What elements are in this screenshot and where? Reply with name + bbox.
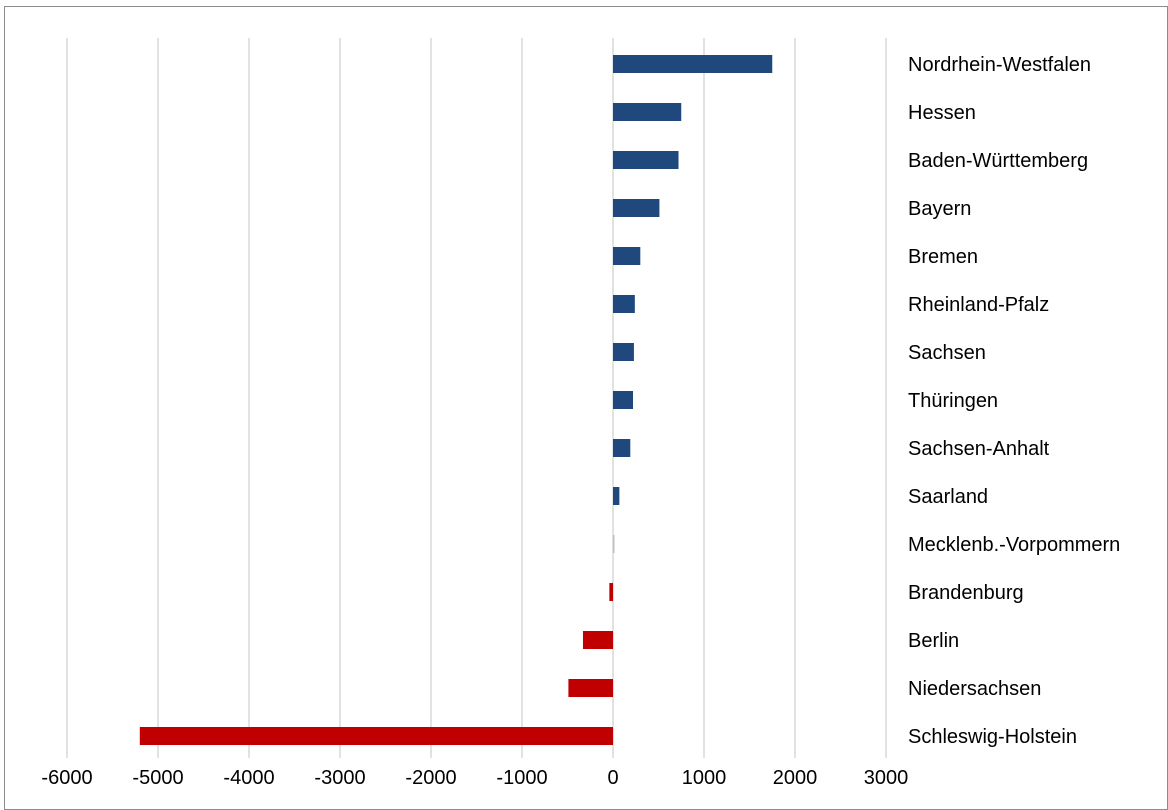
x-tick-label: 2000 — [773, 767, 818, 789]
category-label: Brandenburg — [908, 582, 1024, 604]
chart-frame — [4, 6, 1168, 810]
category-label: Schleswig-Holstein — [908, 726, 1077, 748]
category-label: Saarland — [908, 486, 988, 508]
gridlines — [66, 38, 887, 758]
bar-nordrhein-westfalen — [613, 55, 773, 73]
category-label: Sachsen-Anhalt — [908, 438, 1050, 460]
bar-bayern — [613, 199, 660, 217]
x-tick-label: -6000 — [41, 767, 92, 789]
bar-rheinland-pfalz — [613, 295, 635, 313]
x-tick-label: -2000 — [405, 767, 456, 789]
bar-berlin — [582, 631, 613, 649]
bars — [139, 55, 773, 745]
x-tick-label: 1000 — [682, 767, 727, 789]
bar-schleswig-holstein — [139, 727, 614, 745]
category-label: Sachsen — [908, 342, 986, 364]
bar-saarland — [613, 487, 620, 505]
x-tick-label: -4000 — [223, 767, 274, 789]
x-tick-label: 0 — [607, 767, 618, 789]
category-label: Mecklenb.-Vorpommern — [908, 534, 1120, 556]
bar-mecklenb-vorpommern — [613, 535, 615, 553]
x-tick-label: -5000 — [132, 767, 183, 789]
category-label: Nordrhein-Westfalen — [908, 54, 1091, 76]
category-label: Hessen — [908, 102, 976, 124]
bar-baden-württemberg — [613, 151, 679, 169]
bar-sachsen-anhalt — [613, 439, 631, 457]
category-label: Bremen — [908, 246, 978, 268]
x-tick-label: -1000 — [496, 767, 547, 789]
x-tick-label: -3000 — [314, 767, 365, 789]
category-label: Baden-Württemberg — [908, 150, 1088, 172]
x-tick-label: 3000 — [864, 767, 909, 789]
category-label: Thüringen — [908, 390, 998, 412]
bar-thüringen — [613, 391, 634, 409]
category-label: Bayern — [908, 198, 971, 220]
x-axis-tick-labels: -6000 -5000 -4000 -3000 -2000 -1000 0 1000 2000 3… — [41, 767, 908, 789]
category-labels: Nordrhein-Westfalen Hessen Baden-Württembe… — [908, 54, 1120, 748]
category-label: Rheinland-Pfalz — [908, 294, 1049, 316]
bar-hessen — [613, 103, 682, 121]
bar-bremen — [613, 247, 641, 265]
bar-niedersachsen — [568, 679, 613, 697]
bar-brandenburg — [609, 583, 613, 601]
category-label: Berlin — [908, 630, 959, 652]
category-label: Niedersachsen — [908, 678, 1041, 700]
bar-sachsen — [613, 343, 634, 361]
